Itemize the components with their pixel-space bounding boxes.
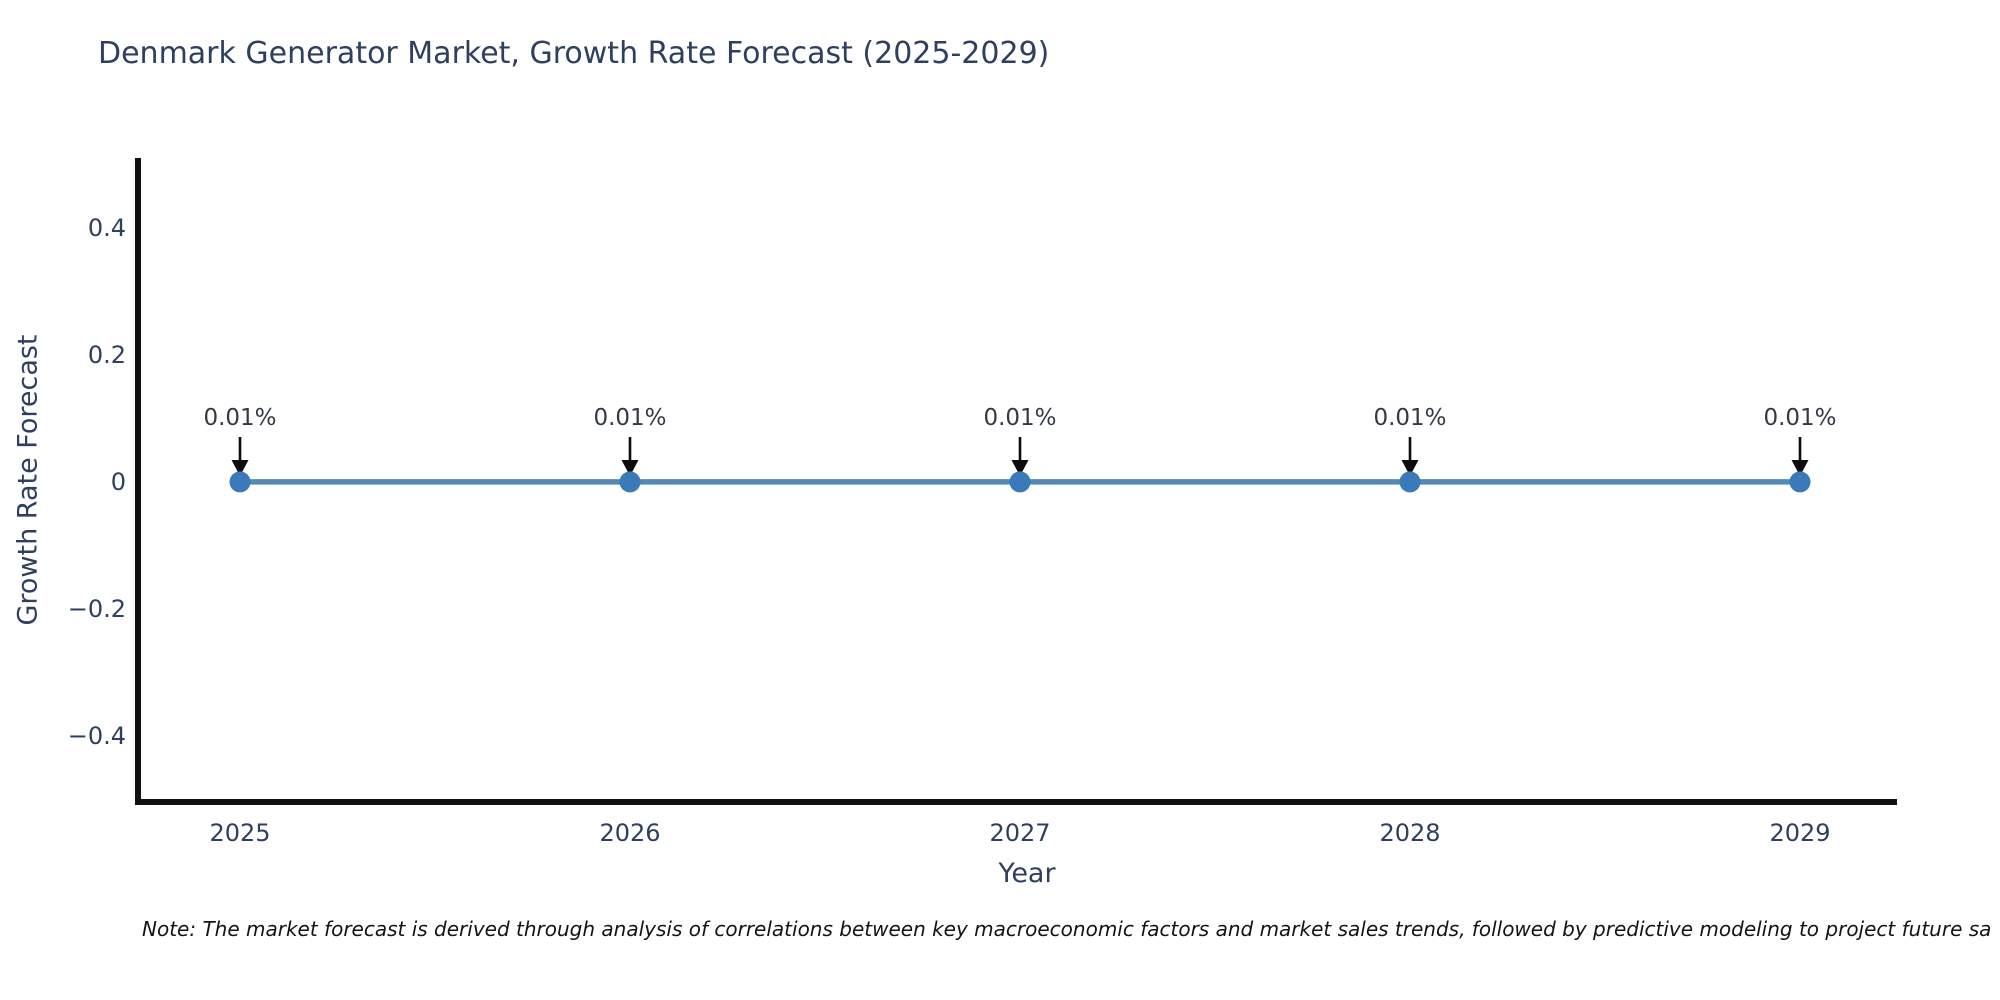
- data-point-marker: [1399, 471, 1421, 493]
- data-point-value-label: 0.01%: [593, 405, 667, 431]
- y-axis-line: [135, 158, 141, 805]
- x-tick-label: 2028: [1379, 819, 1441, 847]
- x-tick-label: 2027: [989, 819, 1051, 847]
- chart-title: Denmark Generator Market, Growth Rate Fo…: [98, 36, 1050, 71]
- y-tick-label: −0.4: [67, 722, 126, 750]
- data-point-value-label: 0.01%: [983, 405, 1057, 431]
- data-point-value-label: 0.01%: [1373, 405, 1447, 431]
- x-axis-title: Year: [998, 858, 1056, 889]
- annotation-arrow-head-icon: [1401, 460, 1419, 476]
- y-tick-label: −0.2: [67, 595, 126, 623]
- y-tick-label: 0.2: [87, 341, 126, 369]
- data-point-value-label: 0.01%: [203, 405, 277, 431]
- y-tick-label: 0.4: [87, 214, 126, 242]
- data-point-marker: [229, 471, 251, 493]
- annotation-arrow-head-icon: [621, 460, 639, 476]
- annotation-arrow-head-icon: [231, 460, 249, 476]
- annotation-arrow-head-icon: [1791, 460, 1809, 476]
- data-point-value-label: 0.01%: [1763, 405, 1837, 431]
- x-axis-line: [135, 799, 1897, 805]
- y-tick-label: 0: [110, 468, 126, 496]
- footnote: Note: The market forecast is derived thr…: [142, 917, 1992, 941]
- data-point-marker: [1009, 471, 1031, 493]
- x-tick-label: 2026: [599, 819, 661, 847]
- annotation-arrow-head-icon: [1011, 460, 1029, 476]
- data-point-marker: [1789, 471, 1811, 493]
- data-point-marker: [619, 471, 641, 493]
- x-tick-label: 2029: [1769, 819, 1831, 847]
- x-tick-label: 2025: [209, 819, 271, 847]
